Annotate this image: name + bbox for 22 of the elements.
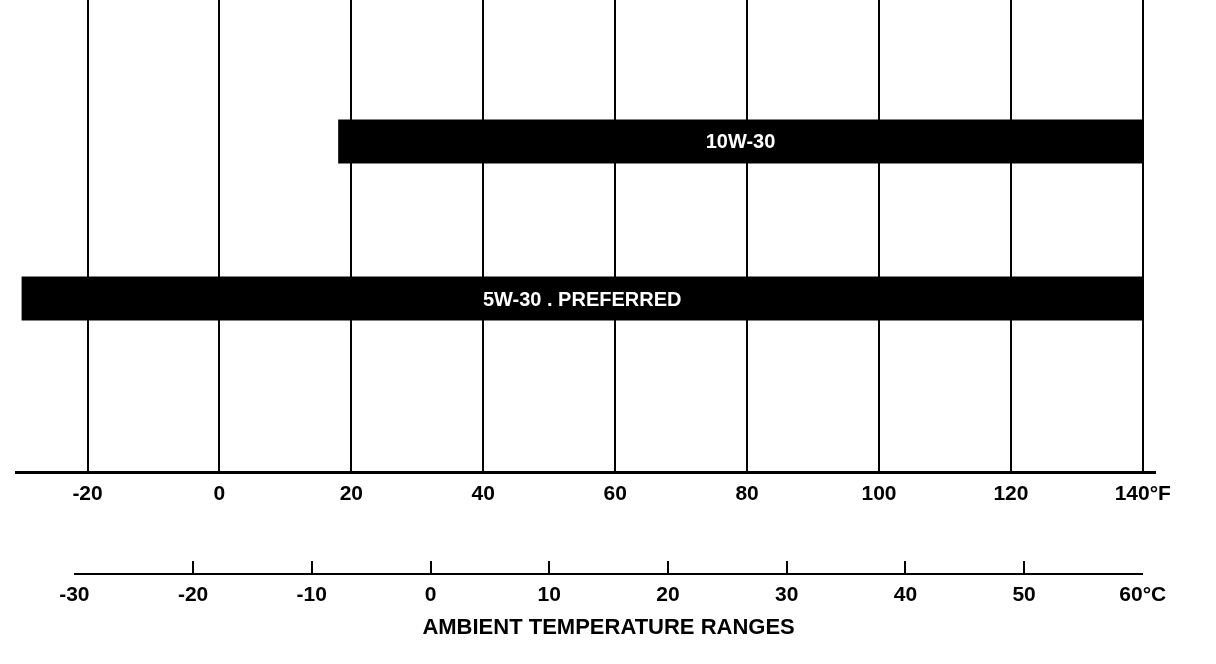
x2-tick-label: -30 (59, 581, 90, 605)
x2-tick-label: -20 (177, 581, 209, 605)
x-tick-label: 80 (735, 480, 759, 504)
x-tick-label: 40 (471, 480, 495, 504)
x2-tick-label: 30 (774, 581, 799, 605)
x2-tick-label: 40 (893, 581, 918, 605)
x-tick-label: 100 (861, 480, 897, 504)
x-tick-label: 60 (603, 480, 627, 504)
x2-tick-label: 0 (424, 581, 437, 605)
x-tick-label: 140°F (1114, 480, 1172, 504)
x2-tick-label: 20 (656, 581, 680, 605)
x-tick-label: 0 (213, 480, 226, 504)
x2-tick-label: 60°C (1119, 581, 1167, 605)
series-label: 5W-30 . PREFERRED (482, 287, 682, 310)
x-tick-label: -20 (72, 480, 103, 504)
series-label: 10W-30 (705, 130, 776, 153)
x-tick-label: 20 (339, 480, 364, 504)
x-tick-label: 120 (993, 480, 1029, 504)
x2-tick-label: 50 (1012, 581, 1036, 605)
x2-tick-label: -10 (296, 581, 327, 605)
x2-axis-title: AMBIENT TEMPERATURE RANGES (422, 613, 795, 639)
x2-tick-label: 10 (537, 581, 561, 605)
